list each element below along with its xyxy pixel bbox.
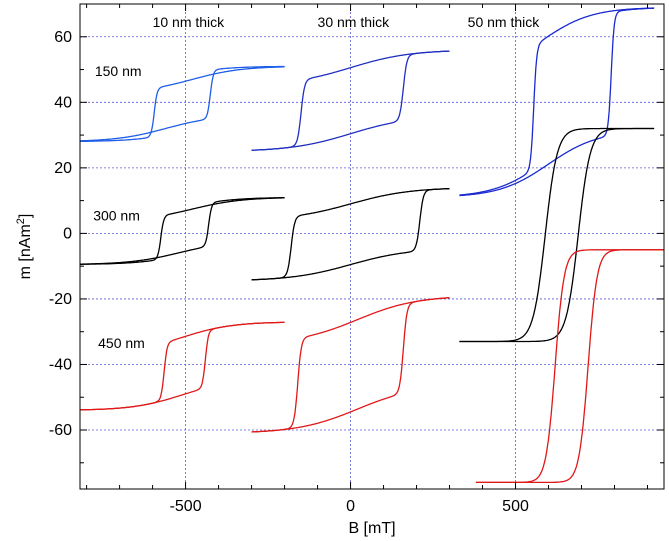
x-axis-title: B [mT] [348, 520, 395, 537]
loop-descending-branch [79, 66, 285, 143]
hysteresis-loop [80, 197, 285, 265]
loop-ascending-branch [251, 187, 450, 281]
y-tick-label: -20 [49, 291, 72, 308]
hysteresis-loop [459, 7, 655, 197]
loop-ascending-branch [459, 127, 655, 343]
y-tick-label: 20 [54, 160, 72, 177]
loop-ascending-branch [459, 7, 655, 197]
annotation-label: 150 nm [95, 63, 142, 79]
annotation-label: 10 nm thick [153, 14, 226, 30]
y-tick-label: -60 [49, 422, 72, 439]
hysteresis-loop [79, 321, 285, 411]
loop-descending-branch [251, 297, 450, 433]
hysteresis-loop [251, 50, 450, 151]
hysteresis-loop [459, 127, 655, 343]
y-tick-label: 60 [54, 29, 72, 46]
loop-descending-branch [475, 249, 664, 484]
loop-descending-branch [251, 187, 450, 281]
annotation-label: 50 nm thick [468, 14, 541, 30]
y-axis-title-end: ] [17, 214, 34, 218]
x-tick-label: 500 [502, 498, 529, 515]
annotation-label: 300 nm [93, 207, 140, 223]
loop-descending-branch [79, 321, 285, 411]
loop-descending-branch [80, 197, 285, 265]
y-tick-label: 0 [63, 225, 72, 242]
y-axis-title-main: m [nAm [17, 224, 34, 279]
loop-descending-branch [459, 127, 655, 343]
loop-descending-branch [251, 50, 450, 151]
y-tick-label: -40 [49, 356, 72, 373]
loop-ascending-branch [80, 197, 285, 265]
annotations: 10 nm thick 30 nm thick 50 nm thick 150 nm 3… [93, 14, 540, 351]
hysteresis-loop [79, 65, 285, 143]
y-axis-title-superscript: 2 [15, 218, 27, 224]
axis-ticks: -500 0 500 -60 -40 -20 0 20 40 60 [49, 3, 664, 515]
loop-descending-branch [459, 7, 655, 196]
grid-lines [80, 4, 664, 489]
hysteresis-loop [475, 249, 664, 484]
y-tick-label: 40 [54, 94, 72, 111]
y-axis-title: m [nAm2] [15, 214, 34, 280]
annotation-label: 30 nm thick [318, 14, 391, 30]
loop-ascending-branch [80, 65, 285, 142]
hysteresis-loops [79, 7, 664, 484]
plot-frame [79, 3, 665, 490]
hysteresis-loop [251, 297, 450, 433]
annotation-label: 450 nm [98, 335, 145, 351]
loop-ascending-branch [475, 249, 664, 484]
x-tick-label: 0 [346, 498, 355, 515]
hysteresis-loop [251, 187, 450, 281]
x-tick-label: -500 [170, 498, 202, 515]
